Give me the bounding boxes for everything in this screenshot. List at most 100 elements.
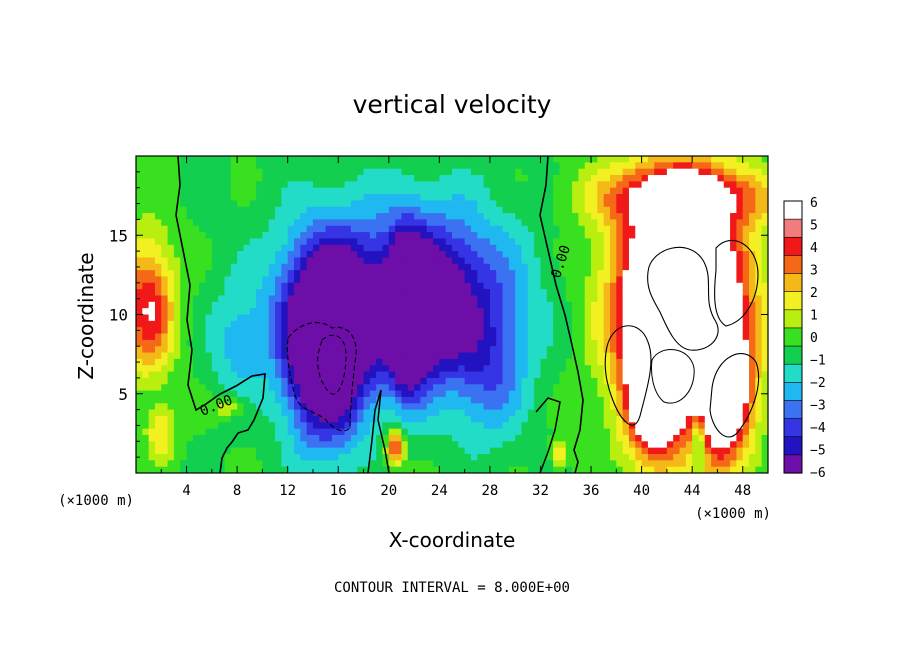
- field-cell: [749, 289, 756, 297]
- field-cell: [211, 422, 219, 430]
- field-cell: [628, 232, 636, 240]
- field-cell: [426, 358, 434, 366]
- field-cell: [540, 339, 548, 347]
- field-cell: [382, 276, 390, 284]
- field-cell: [578, 263, 586, 271]
- field-cell: [685, 289, 693, 297]
- field-cell: [622, 162, 630, 170]
- field-cell: [275, 289, 282, 297]
- field-cell: [717, 352, 725, 360]
- field-cell: [723, 409, 731, 417]
- field-cell: [180, 175, 188, 182]
- field-cell: [452, 175, 459, 182]
- field-cell: [527, 289, 535, 297]
- field-cell: [230, 390, 238, 398]
- field-cell: [243, 168, 251, 176]
- field-cell: [142, 213, 150, 220]
- field-cell: [698, 333, 706, 341]
- field-cell: [502, 289, 510, 297]
- field-cell: [723, 289, 731, 297]
- field-cell: [647, 320, 655, 328]
- field-cell: [331, 187, 339, 195]
- field-cell: [761, 175, 768, 182]
- field-cell: [439, 358, 447, 366]
- field-cell: [350, 263, 358, 271]
- field-cell: [635, 333, 643, 341]
- field-cell: [553, 219, 561, 227]
- field-cell: [243, 352, 251, 360]
- field-cell: [211, 409, 219, 417]
- field-cell: [622, 346, 630, 354]
- field-cell: [477, 301, 485, 309]
- field-cell: [711, 453, 719, 461]
- field-cell: [666, 371, 674, 379]
- field-cell: [711, 270, 719, 278]
- field-cell: [173, 251, 181, 259]
- field-cell: [167, 314, 175, 322]
- field-cell: [527, 396, 535, 404]
- field-cell: [180, 339, 188, 347]
- field-cell: [218, 162, 226, 170]
- field-cell: [357, 346, 365, 354]
- field-cell: [470, 434, 478, 442]
- field-cell: [736, 352, 744, 360]
- field-cell: [660, 409, 668, 417]
- field-cell: [173, 333, 181, 341]
- field-cell: [591, 447, 598, 455]
- field-cell: [692, 453, 700, 461]
- field-cell: [527, 213, 535, 220]
- field-cell: [660, 175, 668, 182]
- field-cell: [761, 194, 768, 201]
- field-cell: [723, 238, 731, 246]
- field-cell: [597, 301, 605, 309]
- field-cell: [338, 194, 346, 201]
- field-cell: [224, 257, 232, 265]
- field-cell: [218, 295, 226, 303]
- field-cell: [685, 314, 693, 322]
- field-cell: [489, 187, 497, 195]
- field-cell: [294, 187, 301, 195]
- field-cell: [426, 460, 434, 468]
- field-cell: [205, 320, 213, 328]
- field-cell: [610, 390, 617, 398]
- field-cell: [477, 282, 485, 290]
- field-cell: [230, 276, 238, 284]
- field-cell: [666, 181, 674, 189]
- field-cell: [433, 168, 440, 176]
- field-cell: [186, 460, 194, 468]
- field-cell: [445, 295, 453, 303]
- field-cell: [136, 156, 143, 163]
- field-cell: [161, 219, 169, 227]
- field-cell: [597, 156, 605, 163]
- field-cell: [591, 415, 598, 423]
- field-cell: [344, 181, 352, 189]
- field-cell: [294, 447, 301, 455]
- field-cell: [395, 453, 403, 461]
- field-cell: [736, 225, 744, 233]
- field-cell: [167, 346, 175, 354]
- field-cell: [736, 175, 744, 182]
- field-cell: [325, 453, 333, 461]
- field-cell: [142, 225, 150, 233]
- field-cell: [578, 270, 586, 278]
- field-cell: [319, 390, 327, 398]
- field-cell: [641, 251, 649, 259]
- field-cell: [426, 168, 434, 176]
- field-cell: [376, 333, 384, 341]
- field-cell: [275, 434, 282, 442]
- field-cell: [711, 168, 719, 176]
- field-cell: [338, 251, 346, 259]
- field-cell: [635, 187, 643, 195]
- field-cell: [603, 156, 611, 163]
- field-cell: [275, 308, 282, 316]
- field-cell: [161, 263, 169, 271]
- field-cell: [692, 358, 700, 366]
- field-cell: [628, 175, 636, 182]
- field-cell: [243, 441, 251, 449]
- field-cell: [755, 295, 763, 303]
- field-cell: [294, 194, 301, 201]
- field-cell: [426, 409, 434, 417]
- field-cell: [294, 206, 301, 214]
- field-cell: [578, 301, 586, 309]
- field-cell: [142, 428, 150, 436]
